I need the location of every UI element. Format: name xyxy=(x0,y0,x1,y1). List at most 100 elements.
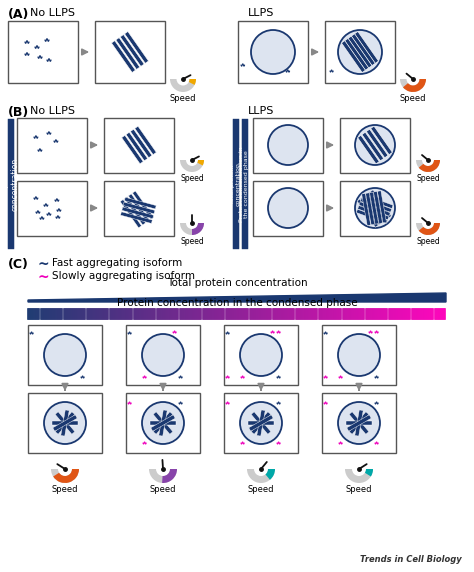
Bar xyxy=(322,393,396,453)
Text: Speed: Speed xyxy=(346,485,372,494)
Circle shape xyxy=(251,30,295,74)
Text: (A): (A) xyxy=(8,8,29,21)
Bar xyxy=(358,205,389,220)
Bar xyxy=(257,410,265,436)
Text: Speed: Speed xyxy=(150,485,176,494)
Wedge shape xyxy=(180,223,204,235)
Text: Trends in Cell Biology: Trends in Cell Biology xyxy=(360,555,462,564)
Bar xyxy=(253,181,323,236)
Text: Speed: Speed xyxy=(400,94,426,103)
Circle shape xyxy=(240,402,282,444)
Bar xyxy=(224,325,298,385)
Wedge shape xyxy=(189,79,196,85)
Wedge shape xyxy=(419,160,440,172)
Wedge shape xyxy=(192,223,204,235)
Text: Protein concentration in
the condensed phase: Protein concentration in the condensed p… xyxy=(238,146,249,222)
Bar xyxy=(124,197,156,209)
Circle shape xyxy=(338,30,382,74)
Bar xyxy=(370,192,379,224)
Wedge shape xyxy=(265,469,275,480)
Text: Total protein
concentration: Total protein concentration xyxy=(229,162,240,206)
Wedge shape xyxy=(197,160,204,165)
Bar xyxy=(370,190,392,218)
Circle shape xyxy=(142,402,184,444)
Wedge shape xyxy=(403,79,426,92)
Bar xyxy=(249,415,273,431)
Wedge shape xyxy=(247,469,275,483)
Bar xyxy=(349,412,369,434)
Circle shape xyxy=(355,188,395,228)
Circle shape xyxy=(142,334,184,376)
Bar xyxy=(17,181,87,236)
Bar xyxy=(362,193,371,225)
Bar xyxy=(126,325,200,385)
Bar xyxy=(251,412,271,434)
Circle shape xyxy=(268,125,308,165)
Bar xyxy=(355,31,379,63)
Text: No LLPS: No LLPS xyxy=(30,106,75,116)
Bar xyxy=(135,126,156,154)
Bar xyxy=(238,21,308,83)
Bar xyxy=(347,415,371,431)
Bar xyxy=(362,194,393,208)
Bar xyxy=(367,192,388,220)
Wedge shape xyxy=(416,223,440,235)
Bar xyxy=(340,118,410,173)
Bar xyxy=(364,194,385,223)
Bar xyxy=(359,202,390,216)
Bar xyxy=(159,410,167,436)
Bar xyxy=(55,412,75,434)
Bar xyxy=(340,181,410,236)
Bar xyxy=(104,181,174,236)
Bar xyxy=(356,209,388,224)
Text: Speed: Speed xyxy=(180,174,204,183)
Bar xyxy=(28,393,102,453)
Bar xyxy=(126,132,147,161)
Bar xyxy=(122,136,143,164)
Text: LLPS: LLPS xyxy=(248,8,274,18)
Circle shape xyxy=(44,334,86,376)
Bar xyxy=(357,136,379,164)
Bar xyxy=(55,412,75,434)
Bar xyxy=(17,118,87,173)
Bar xyxy=(151,415,175,431)
Bar xyxy=(371,126,392,154)
Bar xyxy=(120,212,152,224)
Text: Fast aggregating isoform: Fast aggregating isoform xyxy=(52,258,182,268)
Bar xyxy=(248,421,274,425)
Bar xyxy=(116,38,140,69)
Circle shape xyxy=(338,402,380,444)
Bar xyxy=(120,34,144,66)
Bar xyxy=(360,198,392,212)
Circle shape xyxy=(44,402,86,444)
Bar xyxy=(355,410,363,436)
Bar xyxy=(153,412,173,434)
Bar xyxy=(111,41,136,73)
Bar xyxy=(125,31,148,63)
Bar xyxy=(122,207,154,219)
Wedge shape xyxy=(419,223,440,235)
Bar xyxy=(28,325,102,385)
Wedge shape xyxy=(162,469,177,483)
Wedge shape xyxy=(149,469,177,483)
Bar xyxy=(153,412,173,434)
Wedge shape xyxy=(53,469,79,483)
Bar xyxy=(52,421,78,425)
Bar xyxy=(8,21,78,83)
Text: Protein concentration in the condensed phase: Protein concentration in the condensed p… xyxy=(117,298,357,308)
Bar xyxy=(357,199,378,227)
Wedge shape xyxy=(345,469,373,483)
Text: No LLPS: No LLPS xyxy=(30,8,75,18)
Bar xyxy=(341,41,365,73)
Wedge shape xyxy=(416,160,440,172)
Bar xyxy=(61,410,69,436)
Bar xyxy=(322,325,396,385)
Bar xyxy=(349,412,369,434)
Text: (C): (C) xyxy=(8,258,29,271)
Circle shape xyxy=(355,125,395,165)
Bar xyxy=(365,193,374,225)
Text: Speed: Speed xyxy=(180,237,204,246)
Text: Speed: Speed xyxy=(52,485,78,494)
Bar xyxy=(362,132,383,161)
Text: ~: ~ xyxy=(38,271,50,285)
